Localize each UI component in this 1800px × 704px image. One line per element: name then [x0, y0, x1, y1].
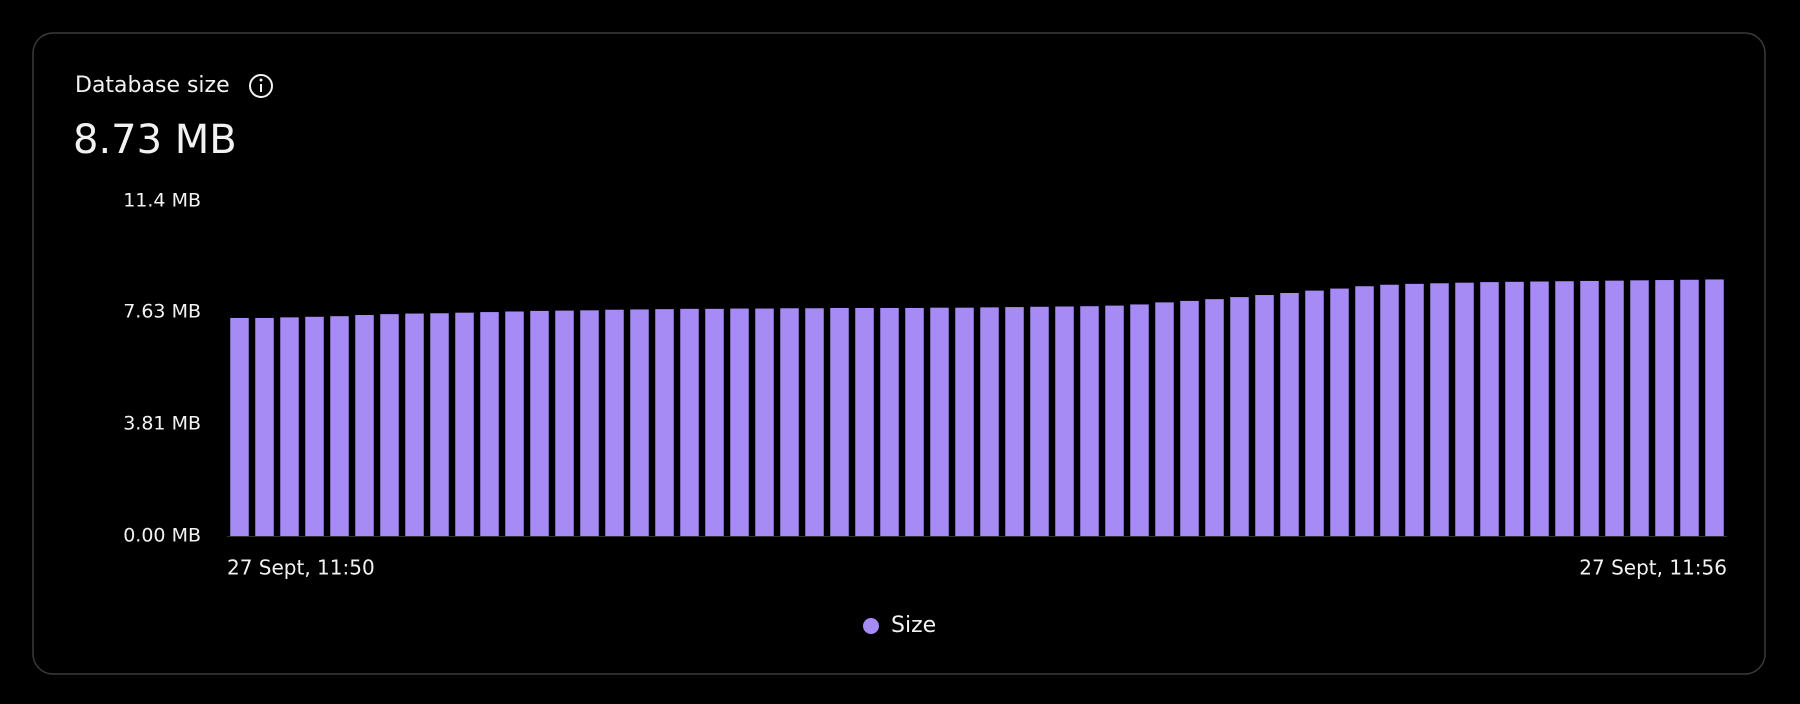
- bar: [430, 313, 449, 536]
- bar: [580, 310, 599, 536]
- x-tick-label: 27 Sept, 11:56: [1579, 556, 1727, 580]
- bar: [1105, 305, 1124, 536]
- y-tick-label: 3.81 MB: [123, 413, 201, 435]
- bar: [630, 309, 649, 536]
- bar: [1430, 283, 1449, 536]
- bar: [1080, 306, 1099, 536]
- bar: [830, 307, 849, 536]
- bar: [755, 308, 774, 536]
- chart-title: Database size: [75, 73, 230, 98]
- bar: [1480, 282, 1499, 536]
- bar: [730, 308, 749, 536]
- bar: [455, 312, 474, 536]
- bar: [1180, 300, 1199, 536]
- bar: [1555, 281, 1574, 536]
- bar: [655, 309, 674, 536]
- bar: [1155, 302, 1174, 536]
- bar: [980, 307, 999, 536]
- bar: [1055, 306, 1074, 536]
- bar: [255, 317, 274, 536]
- bar: [780, 308, 799, 536]
- bar: [855, 307, 874, 536]
- bar: [405, 313, 424, 536]
- legend-label: Size: [891, 613, 936, 638]
- bar: [905, 307, 924, 536]
- bar: [280, 317, 299, 536]
- bar: [1680, 279, 1699, 536]
- bar: [505, 311, 524, 536]
- bar: [605, 309, 624, 536]
- bar: [1630, 280, 1649, 536]
- bar: [355, 315, 374, 536]
- bar: [480, 312, 499, 536]
- bar: [1355, 286, 1374, 536]
- bar: [930, 307, 949, 536]
- info-icon[interactable]: [249, 74, 273, 98]
- bar: [880, 307, 899, 536]
- bar: [1305, 290, 1324, 536]
- bar: [1130, 304, 1149, 536]
- y-tick-label: 0.00 MB: [123, 525, 201, 547]
- y-tick-label: 7.63 MB: [123, 300, 201, 322]
- bar: [330, 316, 349, 536]
- bar: [1205, 299, 1224, 536]
- bar: [1005, 307, 1024, 536]
- bar: [1380, 284, 1399, 536]
- bar: [1705, 279, 1724, 536]
- bar: [230, 317, 249, 536]
- bar: [1580, 280, 1599, 536]
- bar: [1505, 281, 1524, 536]
- bar: [530, 310, 549, 536]
- bar: [1655, 280, 1674, 536]
- summary-value: 8.73 MB: [73, 117, 237, 163]
- bar: [1530, 281, 1549, 536]
- bar: [1280, 292, 1299, 536]
- bar: [955, 307, 974, 536]
- bar: [705, 308, 724, 536]
- bar: [555, 310, 574, 536]
- bar: [1455, 282, 1474, 536]
- bar: [1255, 295, 1274, 536]
- y-tick-label: 11.4 MB: [123, 190, 201, 212]
- bar: [1330, 288, 1349, 536]
- x-tick-label: 27 Sept, 11:50: [227, 556, 375, 580]
- bar: [1605, 280, 1624, 536]
- bar: [1230, 297, 1249, 536]
- legend-swatch: [863, 618, 879, 634]
- bar: [1405, 283, 1424, 536]
- bar: [680, 308, 699, 536]
- bar: [805, 308, 824, 536]
- bar: [305, 316, 324, 536]
- bar: [1030, 306, 1049, 536]
- bar: [380, 314, 399, 536]
